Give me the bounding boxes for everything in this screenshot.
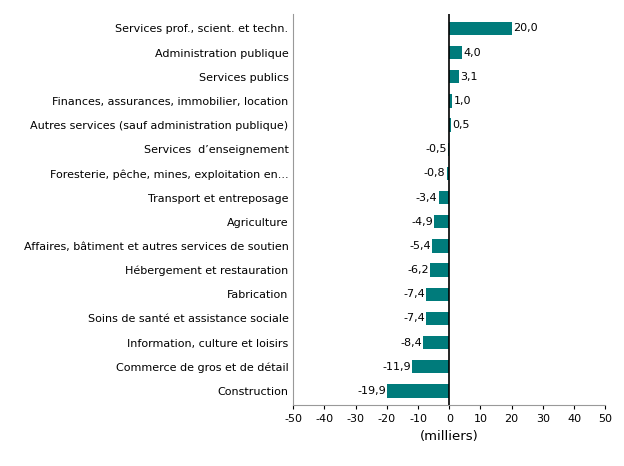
Bar bbox=[434, 215, 449, 228]
Text: -8,4: -8,4 bbox=[400, 337, 422, 348]
X-axis label: (milliers): (milliers) bbox=[420, 430, 479, 443]
Text: 3,1: 3,1 bbox=[460, 72, 478, 82]
Text: -3,4: -3,4 bbox=[416, 192, 437, 203]
Bar bbox=[449, 94, 452, 108]
Text: 20,0: 20,0 bbox=[513, 23, 537, 34]
Text: -6,2: -6,2 bbox=[407, 265, 429, 275]
Bar bbox=[439, 191, 449, 204]
Text: -0,5: -0,5 bbox=[425, 144, 446, 154]
Bar bbox=[432, 240, 449, 253]
Text: 0,5: 0,5 bbox=[452, 120, 470, 130]
Bar bbox=[430, 263, 449, 277]
Text: -0,8: -0,8 bbox=[424, 168, 446, 178]
Bar bbox=[426, 312, 449, 325]
Text: 1,0: 1,0 bbox=[454, 96, 471, 106]
Text: 4,0: 4,0 bbox=[463, 48, 480, 58]
Bar bbox=[426, 288, 449, 301]
Bar bbox=[412, 360, 449, 373]
Text: -7,4: -7,4 bbox=[403, 314, 425, 323]
Bar bbox=[449, 70, 459, 83]
Bar bbox=[449, 118, 451, 132]
Text: -7,4: -7,4 bbox=[403, 289, 425, 299]
Text: -4,9: -4,9 bbox=[411, 217, 432, 227]
Bar bbox=[447, 143, 449, 156]
Bar bbox=[423, 336, 449, 349]
Text: -11,9: -11,9 bbox=[383, 362, 411, 372]
Bar bbox=[449, 22, 512, 35]
Bar bbox=[387, 384, 449, 397]
Text: -19,9: -19,9 bbox=[357, 386, 386, 396]
Bar bbox=[447, 167, 449, 180]
Bar bbox=[449, 46, 462, 59]
Text: -5,4: -5,4 bbox=[409, 241, 431, 251]
